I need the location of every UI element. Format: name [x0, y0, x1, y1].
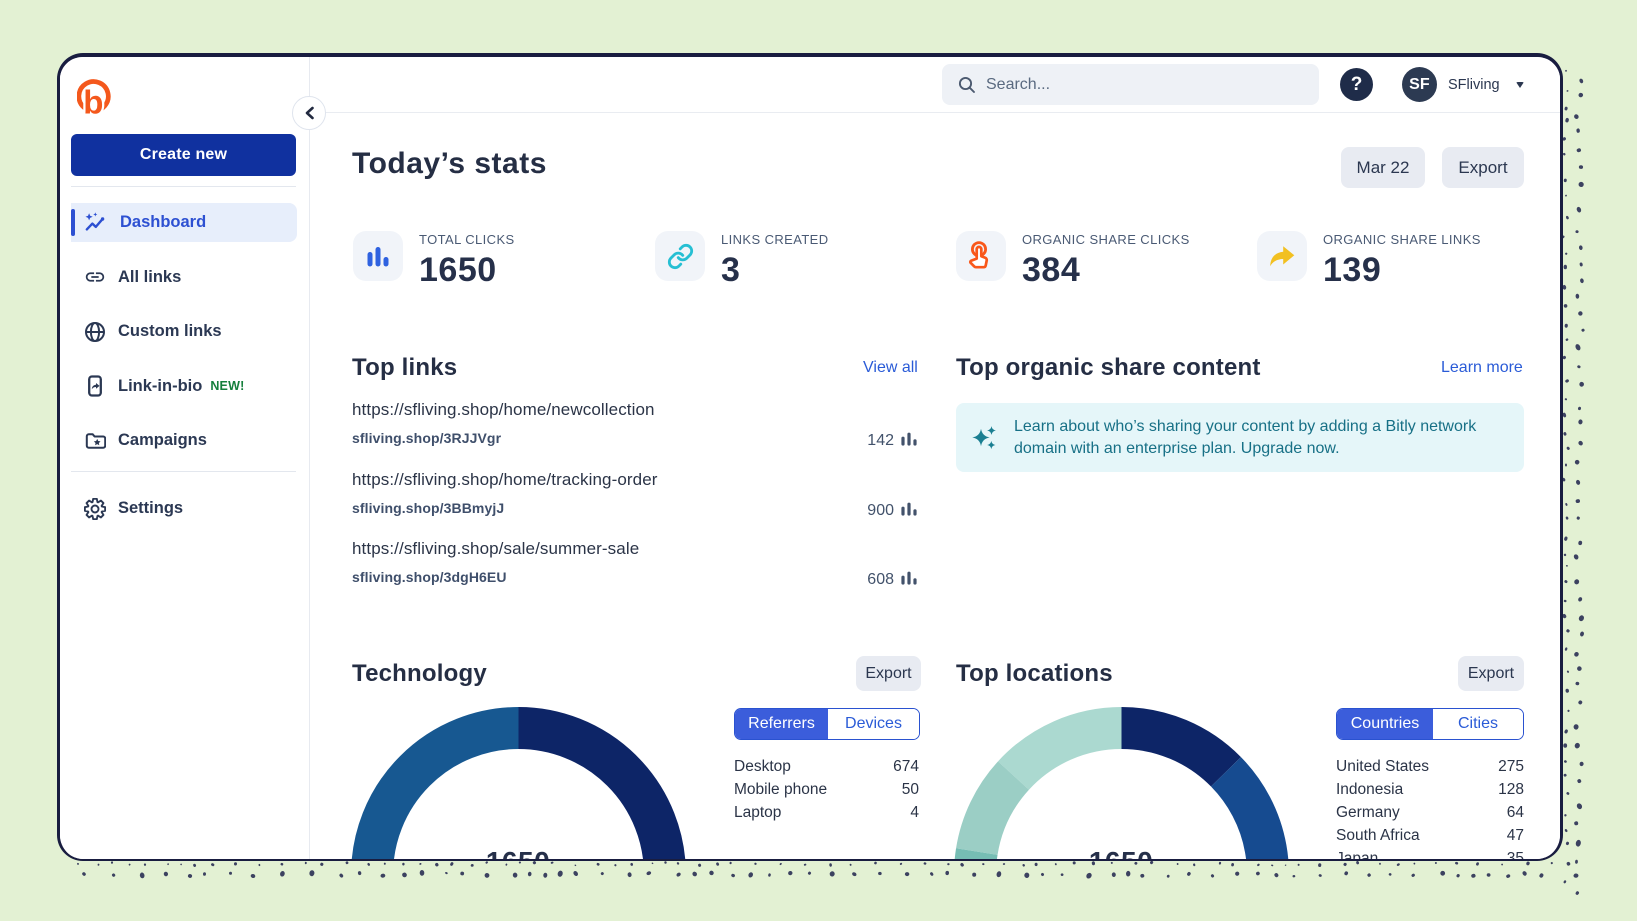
- svg-text:b: b: [83, 83, 103, 120]
- svg-text:b: b: [83, 83, 103, 120]
